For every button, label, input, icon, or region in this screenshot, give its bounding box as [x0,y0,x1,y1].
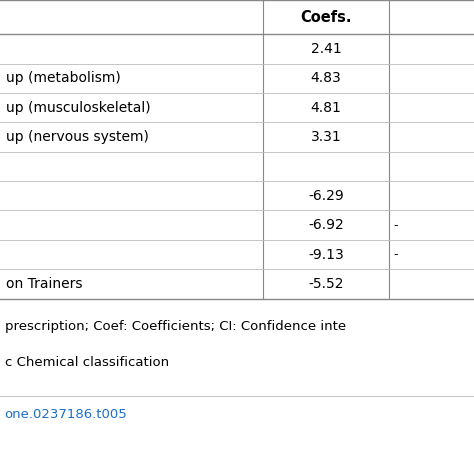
Text: 2.41: 2.41 [310,42,341,56]
Text: one.0237186.t005: one.0237186.t005 [5,408,128,420]
Text: -9.13: -9.13 [308,247,344,262]
Text: 4.81: 4.81 [310,100,341,115]
Text: -5.52: -5.52 [308,277,344,291]
Text: -6.92: -6.92 [308,218,344,232]
Text: -6.29: -6.29 [308,189,344,203]
Text: 4.83: 4.83 [310,71,341,85]
Text: prescription; Coef: Coefficients; CI: Confidence inte: prescription; Coef: Coefficients; CI: Co… [5,320,346,333]
Text: Coefs.: Coefs. [300,9,352,25]
Text: up (metabolism): up (metabolism) [6,71,120,85]
Text: 3.31: 3.31 [310,130,341,144]
Text: -: - [393,219,398,232]
Text: up (nervous system): up (nervous system) [6,130,148,144]
Text: c Chemical classification: c Chemical classification [5,356,169,368]
Text: up (musculoskeletal): up (musculoskeletal) [6,100,150,115]
Text: on Trainers: on Trainers [6,277,82,291]
Text: -: - [393,248,398,261]
